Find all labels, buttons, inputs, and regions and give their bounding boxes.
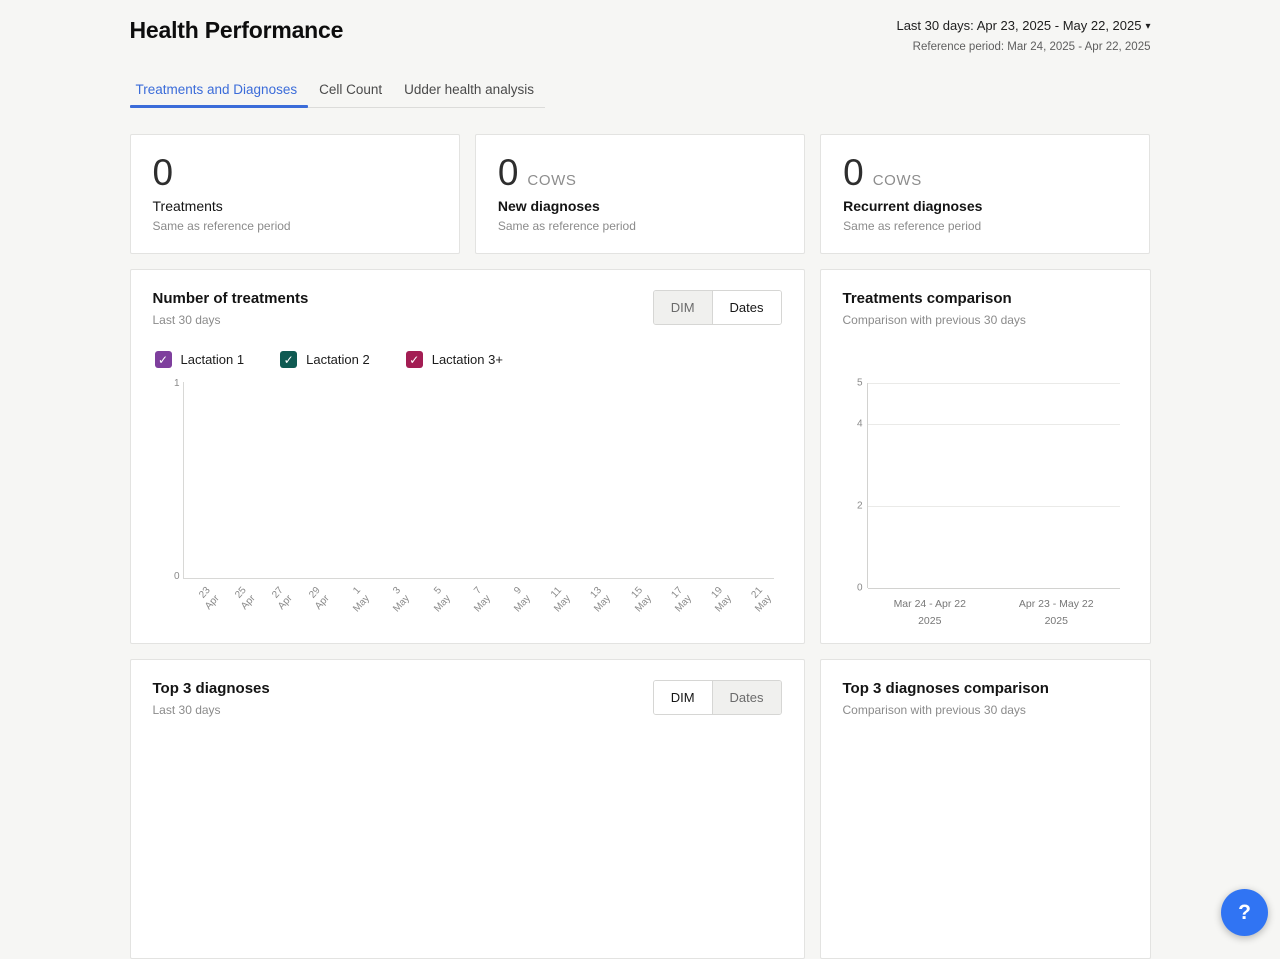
legend-label: Lactation 2 bbox=[306, 352, 370, 367]
x-axis-label: 21 May bbox=[745, 585, 787, 626]
tab-cell-count[interactable]: Cell Count bbox=[308, 75, 393, 107]
lactation-legend: ✓ Lactation 1 ✓ Lactation 2 ✓ Lactation … bbox=[155, 351, 782, 368]
y-axis-tick: 1 bbox=[166, 378, 180, 389]
treatments-comparison-card: Treatments comparison Comparison with pr… bbox=[820, 269, 1151, 644]
x-axis-label: 3 May bbox=[383, 585, 425, 626]
chevron-down-icon: ▾ bbox=[1145, 21, 1150, 32]
card-title: Number of treatments bbox=[153, 290, 309, 307]
stat-label: Treatments bbox=[153, 198, 437, 214]
new-diagnoses-count: 0 bbox=[498, 153, 519, 194]
stat-subtext: Same as reference period bbox=[498, 219, 782, 233]
legend-label: Lactation 3+ bbox=[432, 352, 503, 367]
gridline bbox=[868, 383, 1120, 384]
period-box: Last 30 days: Apr 23, 2025 - May 22, 202… bbox=[896, 14, 1150, 53]
gridline bbox=[868, 506, 1120, 507]
y-axis-tick: 2 bbox=[849, 501, 863, 512]
active-tab-underline bbox=[130, 105, 309, 108]
top-3-diagnoses-comparison-card: Top 3 diagnoses comparison Comparison wi… bbox=[820, 659, 1151, 959]
stat-card-recurrent-diagnoses: 0 COWS Recurrent diagnoses Same as refer… bbox=[820, 134, 1150, 254]
gridline bbox=[868, 424, 1120, 425]
x-axis-label: 11 May bbox=[543, 585, 585, 626]
stat-card-treatments: 0 Treatments Same as reference period bbox=[130, 134, 460, 254]
period-selector[interactable]: Last 30 days: Apr 23, 2025 - May 22, 202… bbox=[896, 18, 1150, 33]
lactation-2-checkbox[interactable]: ✓ bbox=[280, 351, 297, 368]
tab-bar: Treatments and Diagnoses Cell Count Udde… bbox=[130, 75, 545, 108]
stat-card-row: 0 Treatments Same as reference period 0 … bbox=[130, 134, 1151, 254]
stat-label: Recurrent diagnoses bbox=[843, 198, 1127, 214]
lactation-1-checkbox[interactable]: ✓ bbox=[155, 351, 172, 368]
check-icon: ✓ bbox=[158, 354, 168, 366]
y-axis-tick: 4 bbox=[849, 419, 863, 430]
category-label: Apr 23 - May 22 2025 bbox=[993, 596, 1120, 630]
recurrent-diagnoses-count: 0 bbox=[843, 153, 864, 194]
bar-chart-plot-area: 5 4 2 0 bbox=[867, 383, 1120, 588]
period-selector-label: Last 30 days: Apr 23, 2025 - May 22, 202… bbox=[896, 18, 1141, 33]
treatments-count: 0 bbox=[153, 153, 174, 194]
treatments-comparison-bar-chart: 5 4 2 0 Mar 24 - Apr 22 2025 Apr 23 - Ma… bbox=[867, 383, 1120, 630]
dim-toggle-button[interactable]: DIM bbox=[654, 291, 712, 324]
tab-udder-health-analysis[interactable]: Udder health analysis bbox=[393, 75, 545, 107]
number-of-treatments-card: Number of treatments Last 30 days DIM Da… bbox=[130, 269, 805, 644]
help-button[interactable]: ? bbox=[1221, 889, 1268, 936]
stat-subtext: Same as reference period bbox=[153, 219, 437, 233]
x-axis-label: 29 Apr bbox=[304, 585, 344, 623]
check-icon: ✓ bbox=[409, 354, 419, 366]
charts-row: Number of treatments Last 30 days DIM Da… bbox=[130, 269, 1151, 644]
page-title: Health Performance bbox=[130, 14, 344, 44]
card-subtitle: Comparison with previous 30 days bbox=[843, 703, 1049, 717]
stat-subtext: Same as reference period bbox=[843, 219, 1127, 233]
x-axis-label: 7 May bbox=[463, 585, 505, 626]
y-axis-tick: 5 bbox=[849, 378, 863, 389]
card-title: Treatments comparison bbox=[843, 290, 1026, 307]
tab-label: Udder health analysis bbox=[404, 82, 534, 97]
bottom-cards-row: Top 3 diagnoses Last 30 days DIM Dates T… bbox=[130, 659, 1151, 959]
dim-toggle-button[interactable]: DIM bbox=[654, 681, 712, 714]
recurrent-diagnoses-unit: COWS bbox=[873, 172, 922, 189]
dates-toggle-button[interactable]: Dates bbox=[712, 681, 781, 714]
page-header: Health Performance Last 30 days: Apr 23,… bbox=[130, 14, 1151, 53]
card-subtitle: Comparison with previous 30 days bbox=[843, 313, 1026, 327]
stat-label: New diagnoses bbox=[498, 198, 782, 214]
x-axis-label: 15 May bbox=[624, 585, 666, 626]
stat-card-new-diagnoses: 0 COWS New diagnoses Same as reference p… bbox=[475, 134, 805, 254]
y-axis-tick: 0 bbox=[166, 571, 180, 582]
tab-label: Treatments and Diagnoses bbox=[136, 82, 298, 97]
tab-label: Cell Count bbox=[319, 82, 382, 97]
card-subtitle: Last 30 days bbox=[153, 703, 270, 717]
x-axis-label: 13 May bbox=[584, 585, 626, 626]
x-axis-label: 25 Apr bbox=[231, 585, 271, 623]
x-axis-line bbox=[868, 588, 1120, 589]
x-axis-label: 27 Apr bbox=[267, 585, 307, 623]
x-axis-label: 1 May bbox=[342, 585, 384, 626]
category-label: Mar 24 - Apr 22 2025 bbox=[867, 596, 994, 630]
x-axis-label: 17 May bbox=[664, 585, 706, 626]
card-title: Top 3 diagnoses comparison bbox=[843, 680, 1049, 697]
dates-toggle-button[interactable]: Dates bbox=[712, 291, 781, 324]
dim-dates-toggle: DIM Dates bbox=[653, 680, 782, 715]
line-chart-plot-area: 1 0 bbox=[183, 382, 774, 579]
tab-treatments-and-diagnoses[interactable]: Treatments and Diagnoses bbox=[130, 75, 309, 107]
dim-dates-toggle: DIM Dates bbox=[653, 290, 782, 325]
check-icon: ✓ bbox=[284, 354, 294, 366]
y-axis-tick: 0 bbox=[849, 583, 863, 594]
x-axis-label: 5 May bbox=[423, 585, 465, 626]
x-axis-label: 23 Apr bbox=[194, 585, 234, 623]
health-performance-page: Health Performance Last 30 days: Apr 23,… bbox=[130, 0, 1151, 959]
legend-label: Lactation 1 bbox=[181, 352, 245, 367]
card-subtitle: Last 30 days bbox=[153, 313, 309, 327]
x-axis-label: 9 May bbox=[503, 585, 545, 626]
legend-item-lactation-3plus[interactable]: ✓ Lactation 3+ bbox=[406, 351, 503, 368]
x-axis-label: 19 May bbox=[704, 585, 746, 626]
legend-item-lactation-1[interactable]: ✓ Lactation 1 bbox=[155, 351, 245, 368]
new-diagnoses-unit: COWS bbox=[527, 172, 576, 189]
lactation-3plus-checkbox[interactable]: ✓ bbox=[406, 351, 423, 368]
legend-item-lactation-2[interactable]: ✓ Lactation 2 bbox=[280, 351, 370, 368]
card-title: Top 3 diagnoses bbox=[153, 680, 270, 697]
top-3-diagnoses-card: Top 3 diagnoses Last 30 days DIM Dates bbox=[130, 659, 805, 959]
bar-chart-categories: Mar 24 - Apr 22 2025 Apr 23 - May 22 202… bbox=[867, 596, 1120, 630]
reference-period: Reference period: Mar 24, 2025 - Apr 22,… bbox=[896, 41, 1150, 53]
